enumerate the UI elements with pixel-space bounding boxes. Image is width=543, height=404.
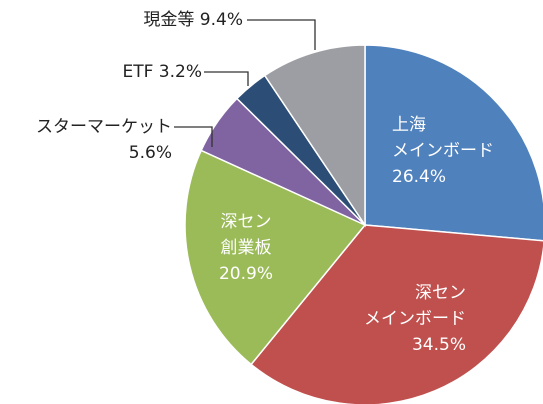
pie-slice xyxy=(184,149,367,366)
pie-slice xyxy=(364,44,543,242)
slice-label: 深セン 創業板 20.9% xyxy=(218,212,273,284)
leader-line xyxy=(174,126,213,147)
leader-line xyxy=(247,19,316,50)
pie-slice xyxy=(250,224,543,404)
leader-line xyxy=(204,71,249,86)
pie-slice xyxy=(263,44,366,228)
slice-label: 深セン メインボード 34.5% xyxy=(364,283,466,355)
slice-label: スターマーケット 5.6% xyxy=(36,117,172,163)
slice-label: ETF 3.2% xyxy=(122,62,202,82)
slice-label: 現金等 9.4% xyxy=(143,10,243,30)
slice-label: 上海 メインボード 26.4% xyxy=(392,115,494,187)
